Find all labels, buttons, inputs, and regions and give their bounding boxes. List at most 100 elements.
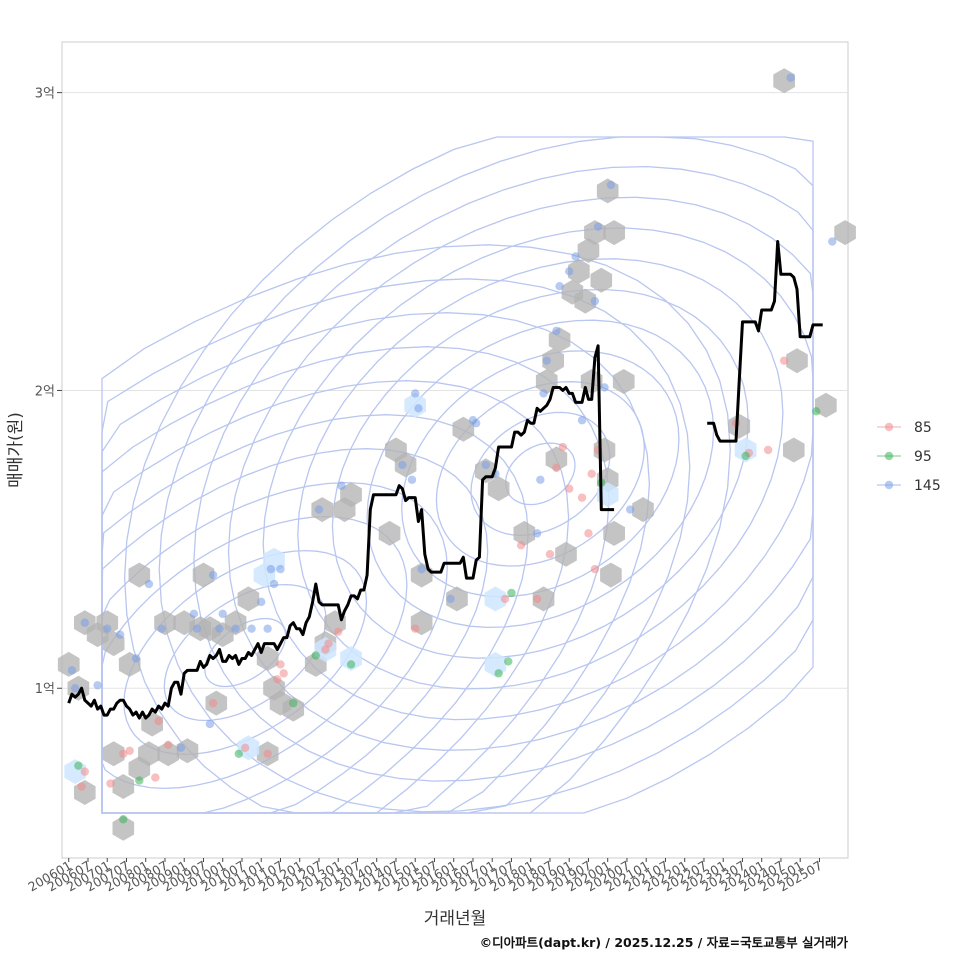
- point-85: [151, 773, 160, 782]
- point-95: [812, 407, 821, 416]
- hexbin: [446, 586, 468, 612]
- hexbin: [612, 369, 635, 394]
- point-85: [558, 442, 567, 452]
- density-contour: [401, 350, 680, 598]
- point-85: [516, 541, 526, 550]
- point-85: [411, 624, 420, 633]
- point-85: [163, 740, 173, 750]
- point-85: [763, 445, 773, 455]
- hexbin: [224, 610, 247, 636]
- point-145: [215, 624, 224, 633]
- point-145: [577, 416, 587, 425]
- point-145: [269, 579, 279, 589]
- point-85: [552, 463, 561, 473]
- hexbin: [574, 288, 597, 314]
- point-145: [411, 389, 420, 398]
- point-85: [532, 594, 542, 604]
- point-145: [67, 666, 77, 675]
- point-145: [590, 296, 600, 306]
- point-145: [257, 597, 266, 607]
- point-145: [276, 564, 285, 574]
- median-price-line: [67, 240, 823, 720]
- hexbin: [192, 562, 215, 588]
- point-85: [80, 767, 89, 776]
- hexbin: [632, 497, 654, 523]
- point-85: [587, 469, 596, 479]
- legend-key-point: [884, 422, 894, 432]
- median-line-segment: [707, 240, 823, 443]
- density-contour: [193, 165, 814, 782]
- point-85: [545, 550, 555, 559]
- hexbin: [600, 562, 622, 588]
- hexbin: [340, 482, 362, 508]
- point-145: [247, 624, 256, 633]
- point-145: [314, 505, 324, 514]
- point-85: [279, 669, 288, 678]
- point-95: [741, 451, 750, 461]
- point-145: [192, 624, 202, 633]
- point-145: [337, 481, 346, 490]
- y-axis: 1억 2억 3억: [35, 87, 62, 697]
- point-145: [70, 684, 80, 693]
- y-tick-label: 1억: [35, 682, 55, 697]
- point-95: [504, 657, 513, 666]
- point-145: [407, 475, 417, 484]
- y-tick-label: 3억: [35, 87, 55, 102]
- point-145: [536, 475, 545, 484]
- point-145: [218, 609, 227, 618]
- point-95: [234, 749, 243, 758]
- point-145: [571, 252, 580, 261]
- point-145: [205, 719, 215, 729]
- hexbin: [128, 562, 151, 588]
- legend-key-point: [884, 480, 894, 490]
- point-145: [93, 681, 102, 690]
- legend-label: 85: [914, 420, 932, 436]
- y-tick-label: 2억: [35, 384, 55, 399]
- point-95: [346, 660, 356, 669]
- point-85: [276, 660, 285, 669]
- point-95: [494, 669, 503, 678]
- point-85: [77, 782, 86, 791]
- point-85: [240, 743, 250, 753]
- point-145: [115, 630, 125, 639]
- point-85: [590, 564, 600, 574]
- point-95: [289, 698, 298, 708]
- point-85: [273, 675, 282, 684]
- point-145: [417, 564, 426, 574]
- point-145: [565, 267, 574, 276]
- legend-label: 95: [914, 449, 932, 465]
- point-145: [398, 460, 407, 470]
- point-85: [119, 749, 128, 758]
- hexbin-light: [484, 586, 507, 612]
- point-145: [600, 383, 609, 392]
- median-line-segment: [67, 344, 615, 720]
- hexbin: [112, 815, 135, 841]
- hexbin: [603, 520, 625, 546]
- hexbin: [138, 741, 160, 767]
- hexbin: [834, 220, 856, 246]
- point-145: [266, 564, 276, 574]
- hexbin: [555, 541, 577, 567]
- point-145: [103, 624, 112, 633]
- hexbin: [452, 416, 475, 442]
- hexbin: [532, 586, 555, 612]
- point-145: [208, 570, 218, 580]
- point-145: [828, 237, 837, 246]
- hexbin: [96, 610, 119, 636]
- hexbin: [487, 476, 510, 502]
- density-contour: [163, 583, 327, 722]
- point-145: [606, 180, 616, 190]
- legend-label: 145: [914, 478, 941, 494]
- density-contour: [297, 258, 784, 690]
- point-145: [263, 624, 272, 633]
- density-contour: [366, 319, 715, 629]
- density-contour: [470, 411, 611, 536]
- legend-key-point: [884, 451, 894, 461]
- point-145: [446, 594, 455, 604]
- point-145: [552, 326, 561, 336]
- point-145: [555, 282, 564, 291]
- x-axis: 2006012006072007012007072008012008072009…: [25, 858, 825, 895]
- point-85: [565, 484, 574, 493]
- point-85: [125, 746, 134, 755]
- hexbin: [102, 741, 125, 767]
